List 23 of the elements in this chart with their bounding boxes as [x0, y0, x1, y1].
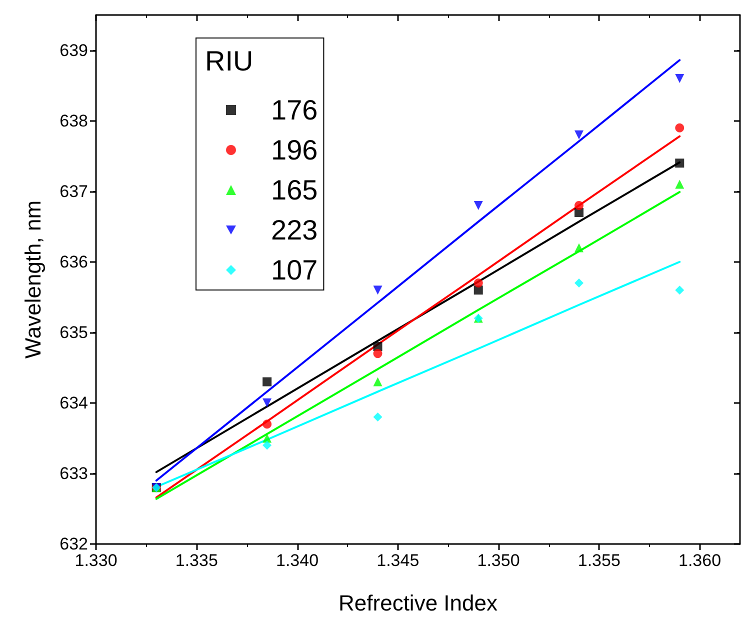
y-tick-label: 638 [60, 111, 88, 130]
legend-label: 223 [271, 214, 318, 246]
y-tick-label: 635 [60, 322, 88, 342]
x-axis-title: Refrective Index [338, 590, 498, 616]
x-tick-label: 1.355 [578, 551, 620, 570]
y-tick-label: 633 [60, 464, 88, 483]
y-tick-label: 636 [60, 252, 88, 272]
legend-label: 107 [271, 254, 318, 286]
y-tick-label: 634 [60, 393, 88, 412]
legend-label: 176 [271, 94, 318, 126]
y-axis-title: Wavelength, nm [20, 200, 46, 359]
x-tick-label: 1.340 [276, 551, 319, 570]
x-tick-label: 1.350 [477, 551, 520, 570]
y-tick-label: 639 [60, 40, 88, 60]
x-tick-label: 1.335 [175, 551, 218, 570]
x-tick-label: 1.345 [376, 551, 420, 570]
y-tick-label: 632 [60, 534, 88, 554]
x-tick-label: 1.360 [678, 551, 722, 570]
y-tick-label: 637 [60, 182, 88, 201]
legend-title: RIU [205, 46, 254, 76]
legend-label: 165 [271, 174, 318, 206]
legend-label: 196 [271, 134, 318, 166]
x-tick-label: 1.330 [74, 551, 118, 570]
